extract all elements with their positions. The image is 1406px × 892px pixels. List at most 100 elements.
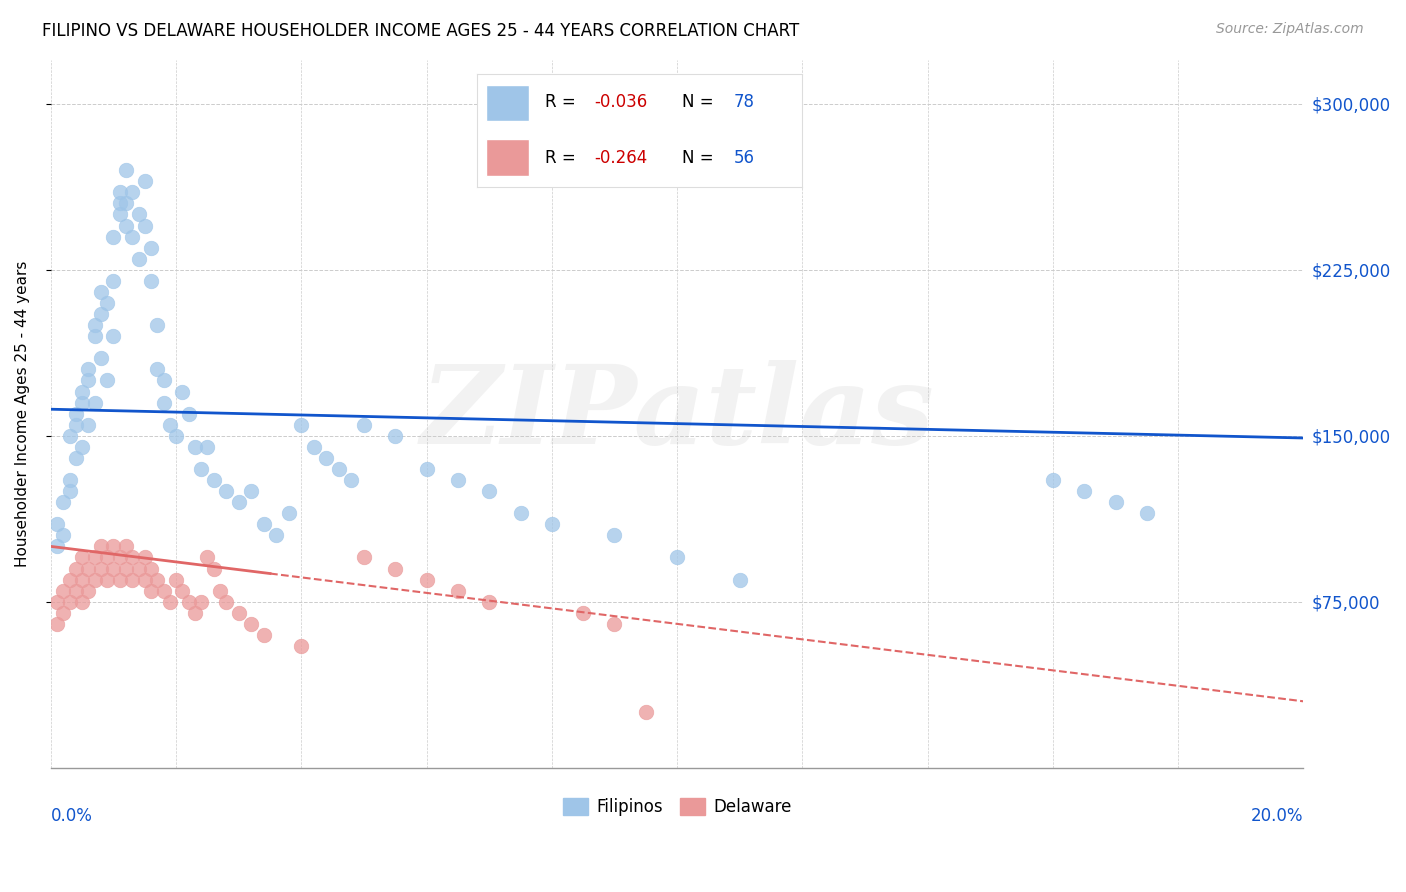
Point — [90, 561, 112, 575]
Point — [59, 573, 82, 587]
Legend: Filipinos, Delaware: Filipinos, Delaware — [557, 791, 799, 823]
Point — [728, 573, 751, 587]
Point — [121, 229, 143, 244]
Point — [509, 506, 531, 520]
Point — [52, 528, 75, 542]
Point — [353, 550, 375, 565]
Point — [340, 473, 363, 487]
Point — [478, 484, 501, 499]
Point — [197, 550, 219, 565]
Point — [96, 296, 118, 310]
Point — [59, 429, 82, 443]
Point — [541, 517, 564, 532]
Point — [302, 440, 325, 454]
Point — [184, 606, 207, 620]
Point — [159, 417, 181, 432]
Point — [52, 606, 75, 620]
Point — [215, 484, 238, 499]
Point — [384, 561, 406, 575]
Point — [83, 550, 105, 565]
Point — [184, 440, 207, 454]
Point — [290, 639, 312, 653]
Point — [447, 583, 470, 598]
Point — [65, 583, 87, 598]
Point — [134, 573, 156, 587]
Point — [172, 384, 194, 399]
Text: 0.0%: 0.0% — [51, 806, 93, 824]
Point — [572, 606, 595, 620]
Point — [208, 583, 231, 598]
Point — [121, 186, 143, 200]
Point — [83, 329, 105, 343]
Point — [146, 362, 169, 376]
Point — [152, 583, 174, 598]
Point — [328, 462, 350, 476]
Point — [215, 595, 238, 609]
Point — [240, 484, 263, 499]
Point — [77, 583, 100, 598]
Point — [666, 550, 689, 565]
Point — [228, 606, 250, 620]
Point — [384, 429, 406, 443]
Point — [65, 417, 87, 432]
Point — [108, 550, 131, 565]
Point — [1042, 473, 1064, 487]
Point — [177, 595, 200, 609]
Point — [134, 219, 156, 233]
Point — [277, 506, 299, 520]
Point — [65, 407, 87, 421]
Point — [603, 528, 626, 542]
Point — [128, 207, 150, 221]
Point — [115, 561, 138, 575]
Point — [159, 595, 181, 609]
Point — [128, 561, 150, 575]
Point — [70, 550, 93, 565]
Point — [115, 540, 138, 554]
Point — [46, 616, 69, 631]
Point — [65, 450, 87, 465]
Point — [202, 561, 225, 575]
Point — [165, 573, 187, 587]
Point — [70, 595, 93, 609]
Point — [290, 417, 312, 432]
Point — [90, 285, 112, 299]
Point — [447, 473, 470, 487]
Point — [415, 573, 437, 587]
Point — [253, 517, 276, 532]
Point — [315, 450, 337, 465]
Point — [59, 595, 82, 609]
Point — [90, 351, 112, 366]
Point — [103, 540, 125, 554]
Text: 20.0%: 20.0% — [1251, 806, 1303, 824]
Point — [202, 473, 225, 487]
Point — [172, 583, 194, 598]
Point — [77, 561, 100, 575]
Point — [139, 583, 162, 598]
Point — [190, 595, 212, 609]
Point — [52, 583, 75, 598]
Point — [134, 550, 156, 565]
Point — [115, 219, 138, 233]
Point — [59, 473, 82, 487]
Point — [70, 573, 93, 587]
Point — [115, 196, 138, 211]
Point — [103, 561, 125, 575]
Point — [266, 528, 288, 542]
Point — [70, 384, 93, 399]
Point — [134, 174, 156, 188]
Point — [165, 429, 187, 443]
Point — [128, 252, 150, 266]
Point — [108, 196, 131, 211]
Point — [65, 561, 87, 575]
Point — [115, 163, 138, 178]
Text: Source: ZipAtlas.com: Source: ZipAtlas.com — [1216, 22, 1364, 37]
Point — [146, 318, 169, 333]
Point — [77, 362, 100, 376]
Point — [152, 374, 174, 388]
Point — [52, 495, 75, 509]
Point — [478, 595, 501, 609]
Point — [415, 462, 437, 476]
Point — [83, 395, 105, 409]
Point — [177, 407, 200, 421]
Point — [46, 540, 69, 554]
